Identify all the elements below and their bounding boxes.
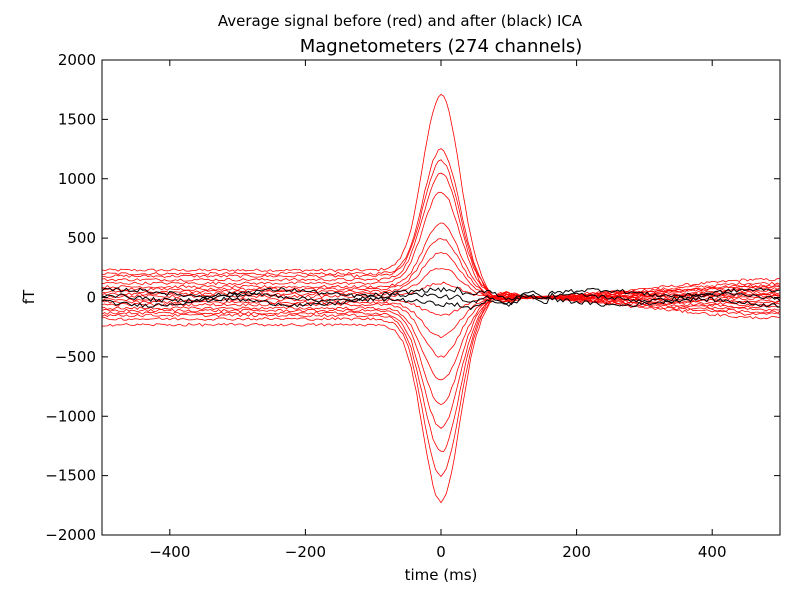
trace-before-ica <box>102 159 780 302</box>
trace-before-ica <box>102 191 780 302</box>
trace-before-ica <box>102 292 780 452</box>
y-axis-label: fT <box>20 289 38 304</box>
trace-before-ica <box>102 295 780 316</box>
y-tick-label: 500 <box>67 229 96 247</box>
trace-after-ica <box>102 286 780 301</box>
x-tick-label: −200 <box>285 543 326 561</box>
y-axis: −2000 −1500 −1000 −500 0 500 1000 1500 2000 <box>45 51 780 544</box>
x-tick-label: −400 <box>149 543 190 561</box>
plot-area <box>101 59 781 536</box>
trace-before-ica <box>102 291 780 478</box>
x-tick-label: 0 <box>436 543 446 561</box>
trace-before-ica <box>102 222 780 301</box>
figure-suptitle: Average signal before (red) and after (b… <box>218 12 583 30</box>
y-tick-label: 0 <box>86 289 96 307</box>
trace-before-ica <box>102 148 780 302</box>
y-tick-label: 2000 <box>58 51 96 69</box>
y-tick-label: 1500 <box>58 110 96 128</box>
trace-after-ica <box>102 294 780 311</box>
y-tick-label: −500 <box>55 348 96 366</box>
traces-after-ica <box>102 286 780 311</box>
y-tick-label: 1000 <box>58 170 96 188</box>
trace-before-ica <box>102 93 780 303</box>
chart-title: Magnetometers (274 channels) <box>300 36 583 57</box>
trace-before-ica <box>102 268 780 301</box>
y-tick-label: −1000 <box>45 407 96 425</box>
x-tick-label: 400 <box>698 543 727 561</box>
y-tick-label: −2000 <box>45 526 96 544</box>
trace-before-ica <box>102 294 780 358</box>
trace-after-ica <box>102 292 780 306</box>
trace-before-ica <box>102 292 780 429</box>
x-axis: −400 −200 0 200 400 <box>149 60 727 561</box>
y-tick-label: −1500 <box>45 467 96 485</box>
trace-before-ica <box>102 172 780 301</box>
x-tick-label: 200 <box>562 543 591 561</box>
trace-before-ica <box>102 291 780 504</box>
x-axis-label: time (ms) <box>405 566 478 584</box>
